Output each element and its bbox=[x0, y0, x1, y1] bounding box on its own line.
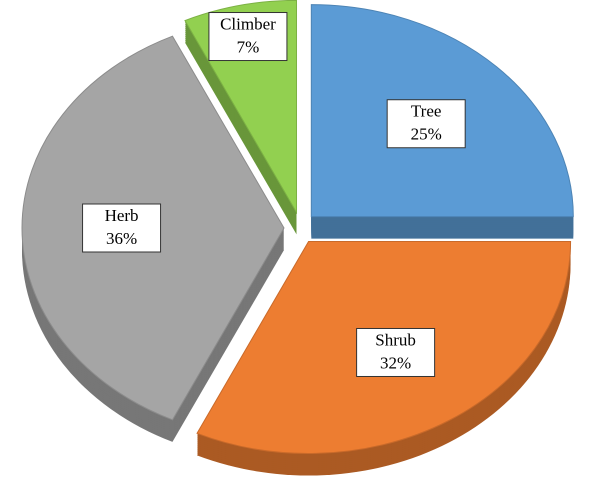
category-label: Shrub bbox=[375, 330, 416, 349]
category-label: Herb bbox=[105, 206, 139, 225]
value-label: 32% bbox=[380, 353, 411, 372]
value-label: 25% bbox=[411, 125, 442, 144]
label-box bbox=[356, 327, 436, 377]
value-label: 36% bbox=[106, 229, 137, 248]
label-box bbox=[386, 99, 466, 149]
category-label: Climber bbox=[220, 14, 276, 33]
category-label: Tree bbox=[411, 102, 442, 121]
value-label: 7% bbox=[237, 37, 260, 56]
label-box bbox=[82, 203, 162, 253]
label-box bbox=[208, 12, 288, 62]
